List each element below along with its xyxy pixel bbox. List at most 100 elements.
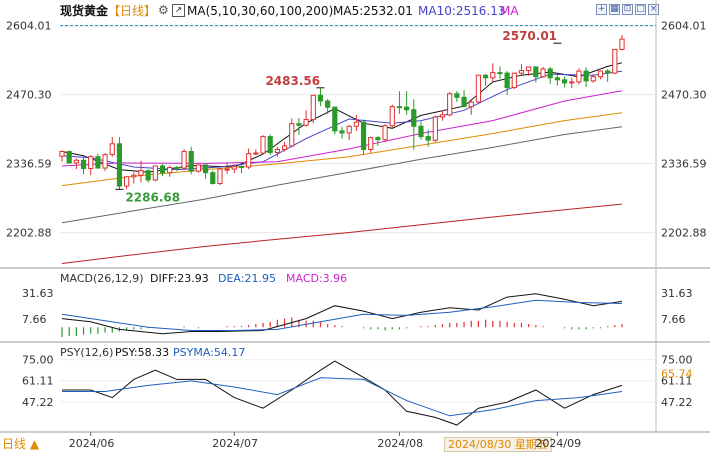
macd-dea-value: DEA:21.95 xyxy=(218,272,276,285)
candle-body xyxy=(605,70,611,74)
cursor-date-label: 2024/08/30 星期五 xyxy=(444,437,552,452)
high-price-annotation: 2570.01 xyxy=(502,29,557,43)
ma-line-ma30 xyxy=(61,90,623,167)
candle-body xyxy=(526,66,532,72)
candle-body xyxy=(303,119,309,126)
psy-line xyxy=(62,360,623,426)
y-tick-label-right: 2336.59 xyxy=(661,158,707,171)
settings-gear-icon[interactable]: ⚙ xyxy=(158,3,169,17)
candle-body xyxy=(597,70,604,78)
candle-body xyxy=(317,94,324,102)
candle-body xyxy=(389,106,395,127)
macd-params-label: MACD(26,12,9) xyxy=(60,272,144,285)
ma-line-ma5 xyxy=(61,62,623,173)
candle-body xyxy=(518,70,525,74)
candle-body xyxy=(497,72,503,75)
y-tick-label-left: 2202.88 xyxy=(6,227,52,240)
candle-body xyxy=(109,143,115,156)
candle-body xyxy=(145,170,151,181)
y-tick-label-left: 2604.01 xyxy=(6,20,52,33)
psy-y-tick-left: 75.00 xyxy=(22,354,54,367)
ma-indicator-icon[interactable]: ↗ xyxy=(172,4,185,17)
candle-body xyxy=(159,165,166,174)
candle-body xyxy=(260,136,266,154)
candle-body xyxy=(332,106,338,132)
candle-body xyxy=(561,79,568,84)
candle-body xyxy=(583,70,589,82)
candle-body xyxy=(274,148,280,154)
y-tick-label-right: 2604.01 xyxy=(661,20,707,33)
candle-body xyxy=(346,125,352,134)
candle-body xyxy=(238,165,245,168)
psyma-line xyxy=(62,377,623,417)
candle-body xyxy=(80,159,87,170)
candle-body xyxy=(325,100,331,108)
candle-body xyxy=(482,74,489,79)
candle-body xyxy=(612,48,618,74)
candle-body xyxy=(66,151,72,164)
candle-body xyxy=(475,74,482,103)
macd-diff-value: DIFF:23.93 xyxy=(150,272,209,285)
period-label[interactable]: 【日线】 xyxy=(108,4,157,18)
candle-body xyxy=(124,176,130,187)
low-price-annotation: 2286.68 xyxy=(125,190,180,204)
candle-body xyxy=(360,121,367,150)
ma-line-ma200 xyxy=(61,203,623,264)
macd-hist-value: MACD:3.96 xyxy=(286,272,348,285)
candle-body xyxy=(382,125,388,141)
macd-diff-line xyxy=(61,293,623,335)
candle-body xyxy=(533,66,539,78)
candle-body xyxy=(188,151,194,172)
maximize-icon[interactable]: □ xyxy=(635,4,646,15)
candle-body xyxy=(396,106,403,109)
candle-body xyxy=(439,114,446,118)
candle-body xyxy=(418,125,424,138)
candle-body xyxy=(73,159,79,164)
ma-params-label: MA(5,10,30,60,100,200) xyxy=(187,4,334,18)
psy-params-label: PSY(12,6) xyxy=(60,346,114,359)
candle-body xyxy=(224,168,230,171)
candle-body xyxy=(590,76,596,82)
add-icon[interactable]: + xyxy=(596,4,607,15)
y-tick-label-left: 2336.59 xyxy=(6,158,52,171)
ma-line-ma10 xyxy=(61,70,623,171)
candle-body xyxy=(504,72,510,89)
candle-body xyxy=(375,137,381,141)
candle-body xyxy=(174,167,180,170)
candle-body xyxy=(138,170,144,176)
x-tick-label: 2024/08 xyxy=(377,437,423,450)
candle-body xyxy=(95,156,101,169)
close-icon[interactable]: × xyxy=(648,4,659,15)
candle-body xyxy=(181,151,187,169)
psy-y-tick-left: 61.11 xyxy=(22,375,54,388)
x-tick-label: 2024/06 xyxy=(69,437,115,450)
candle-body xyxy=(202,164,209,174)
macd-y-tick-left: 31.63 xyxy=(22,287,54,300)
candle-body xyxy=(447,93,453,116)
ma-more-label: MA xyxy=(500,4,519,18)
candle-body xyxy=(88,156,94,170)
x-tick-label: 2024/07 xyxy=(212,437,258,450)
candle-body xyxy=(253,152,259,155)
period-selector-button[interactable]: 日线 ▲ xyxy=(2,437,40,451)
candle-body xyxy=(490,72,496,79)
psy-value: PSY:58.33 xyxy=(115,346,170,359)
layout-icon[interactable]: ▦ xyxy=(609,4,620,15)
candle-body xyxy=(339,130,345,134)
candle-body xyxy=(281,145,288,150)
fit-icon[interactable]: ⊡ xyxy=(622,4,633,15)
candle-body xyxy=(619,38,625,50)
candle-body xyxy=(425,136,431,141)
candle-body xyxy=(217,168,223,185)
candle-body xyxy=(167,167,173,174)
candle-body xyxy=(368,137,374,150)
ma5-value: MA5:2532.01 xyxy=(333,4,413,18)
candle-body xyxy=(569,81,575,84)
candle-body xyxy=(116,143,123,187)
candle-body xyxy=(468,101,474,108)
candle-body xyxy=(152,165,158,181)
candle-body xyxy=(267,136,273,154)
candle-body xyxy=(576,70,582,83)
candle-body xyxy=(102,154,108,169)
